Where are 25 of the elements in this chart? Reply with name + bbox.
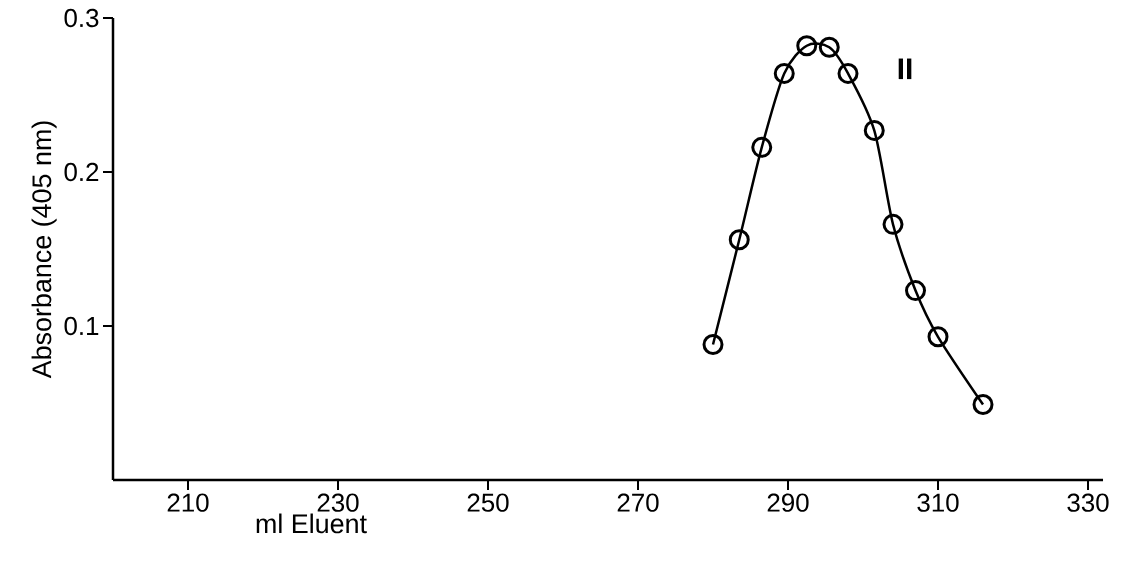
point <box>818 36 840 58</box>
point <box>882 213 904 235</box>
y-tick-label: 0.3 <box>64 8 99 28</box>
x-tick-label: 210 <box>167 493 209 512</box>
point <box>796 35 818 57</box>
point <box>773 62 795 84</box>
y-tick-label: 0.1 <box>64 316 99 336</box>
point <box>702 333 724 355</box>
x-tick-label: 310 <box>917 493 959 512</box>
point <box>837 62 859 84</box>
x-tick-label: 270 <box>617 493 659 512</box>
x-tick-label: 230 <box>317 493 359 512</box>
x-tick-label: 250 <box>467 493 509 512</box>
point <box>972 394 994 416</box>
point <box>927 326 949 348</box>
annotation: II <box>898 58 912 80</box>
x-axis-title: ml Eluent <box>256 513 367 534</box>
point <box>751 136 773 158</box>
y-tick-label: 0.2 <box>64 162 99 182</box>
x-tick-label: 290 <box>767 493 809 512</box>
point <box>728 229 750 251</box>
x-tick-label: 330 <box>1067 493 1109 512</box>
point <box>905 280 927 302</box>
y-axis-title: Absorbance (405 nm) <box>31 121 57 379</box>
point <box>863 119 885 141</box>
